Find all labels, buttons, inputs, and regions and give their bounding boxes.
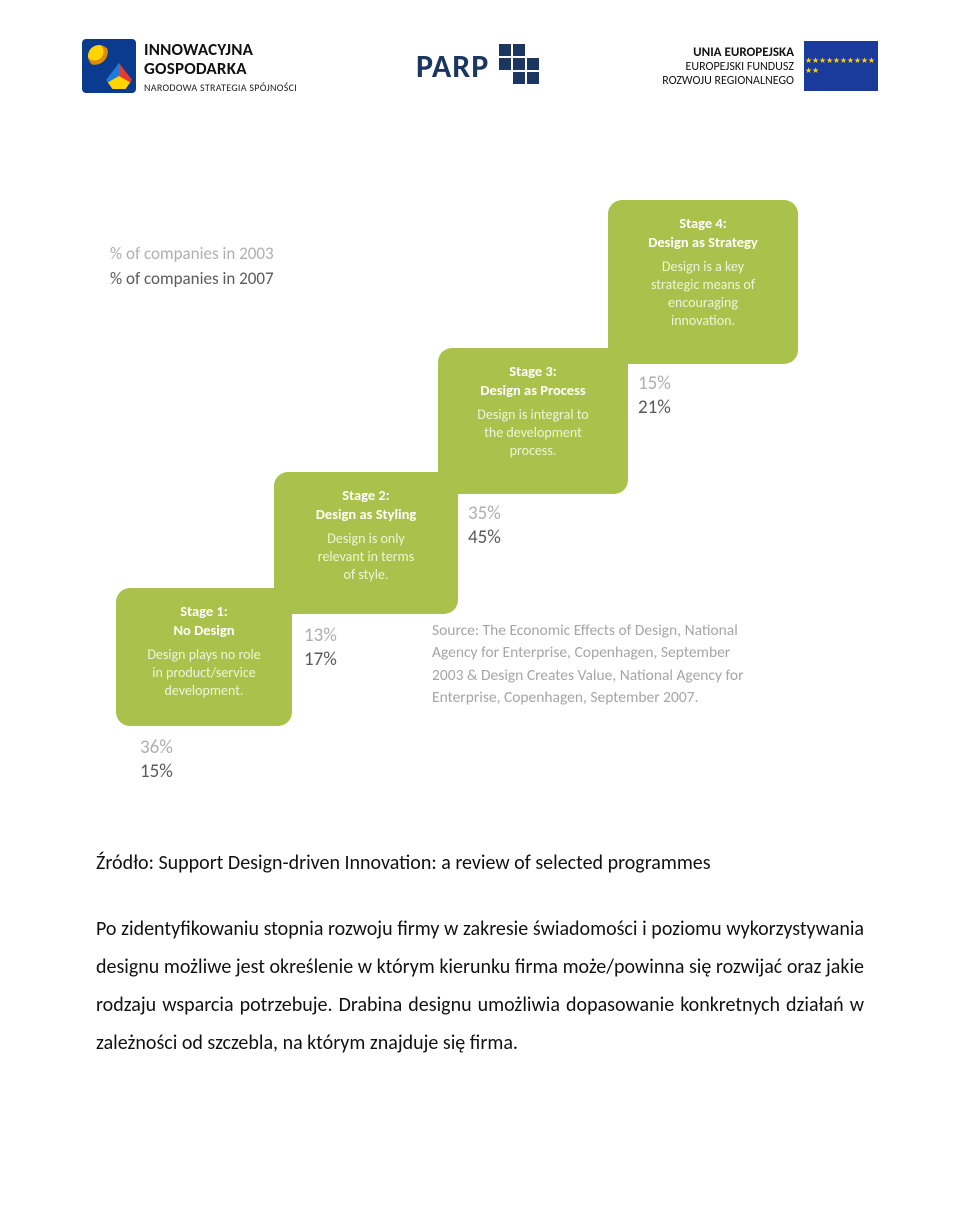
logo-eu: UNIA EUROPEJSKA EUROPEJSKI FUNDUSZ ROZWO… [662, 41, 878, 91]
ig-line2: GOSPODARKA [144, 58, 297, 79]
stage2-percent-2007: 17% [304, 648, 337, 672]
eu-line1: UNIA EUROPEJSKA [662, 45, 794, 60]
stage3-percents: 35%45% [468, 502, 501, 550]
stage3-title: Stage 3: Design as Process [454, 362, 612, 400]
stage3-percent-2007: 45% [468, 526, 501, 550]
logo-innowacyjna-gospodarka: INNOWACYJNA GOSPODARKA NARODOWA STRATEGI… [82, 39, 297, 94]
stage3-percent-2003: 35% [468, 502, 501, 526]
stage4-box: Stage 4: Design as Strategy Design is a k… [608, 200, 798, 364]
stage2-desc: Design is only relevant in terms of styl… [290, 530, 442, 585]
stage3-box: Stage 3: Design as Process Design is inte… [438, 348, 628, 494]
stage1-title: Stage 1: No Design [132, 602, 276, 640]
ig-line3: NARODOWA STRATEGIA SPÓJNOŚCI [144, 81, 297, 94]
ig-text: INNOWACYJNA GOSPODARKA NARODOWA STRATEGI… [144, 39, 297, 94]
stage4-title: Stage 4: Design as Strategy [624, 214, 782, 252]
stage1-desc: Design plays no role in product/service … [132, 646, 276, 701]
stage4-desc: Design is a key strategic means of encou… [624, 258, 782, 331]
stage2-box: Stage 2: Design as Styling Design is only… [274, 472, 458, 614]
stage4-percent-2003: 15% [638, 372, 671, 396]
body-text: Źródło: Support Design-driven Innovation… [96, 844, 864, 1062]
header-logos: INNOWACYJNA GOSPODARKA NARODOWA STRATEGI… [82, 26, 878, 106]
design-ladder-infographic: % of companies in 2003 % of companies in… [110, 172, 860, 792]
stage1-percents: 36%15% [140, 736, 173, 784]
stage1-percent-2003: 36% [140, 736, 173, 760]
source-line: Źródło: Support Design-driven Innovation… [96, 844, 864, 882]
parp-mark-icon [499, 44, 543, 88]
stage2-percents: 13%17% [304, 624, 337, 672]
stage1-box: Stage 1: No Design Design plays no role i… [116, 588, 292, 726]
stage3-desc: Design is integral to the development pr… [454, 406, 612, 461]
stage2-title: Stage 2: Design as Styling [290, 486, 442, 524]
infographic-source: Source: The Economic Effects of Design, … [432, 620, 762, 710]
parp-text: PARP [416, 47, 489, 86]
legend-2003: % of companies in 2003 [110, 242, 274, 267]
ig-line1: INNOWACYJNA [144, 39, 297, 60]
eu-text: UNIA EUROPEJSKA EUROPEJSKI FUNDUSZ ROZWO… [662, 45, 794, 88]
legend-2007: % of companies in 2007 [110, 267, 274, 292]
stage2-percent-2003: 13% [304, 624, 337, 648]
stage4-percent-2007: 21% [638, 396, 671, 420]
stage4-percents: 15%21% [638, 372, 671, 420]
stage1-percent-2007: 15% [140, 760, 173, 784]
eu-line2: EUROPEJSKI FUNDUSZ [662, 60, 794, 74]
legend: % of companies in 2003 % of companies in… [110, 242, 274, 291]
eu-flag-icon [804, 41, 878, 91]
logo-parp: PARP [416, 44, 543, 88]
ig-mark-icon [82, 39, 136, 93]
eu-line3: ROZWOJU REGIONALNEGO [662, 74, 794, 88]
paragraph: Po zidentyfikowaniu stopnia rozwoju firm… [96, 910, 864, 1062]
